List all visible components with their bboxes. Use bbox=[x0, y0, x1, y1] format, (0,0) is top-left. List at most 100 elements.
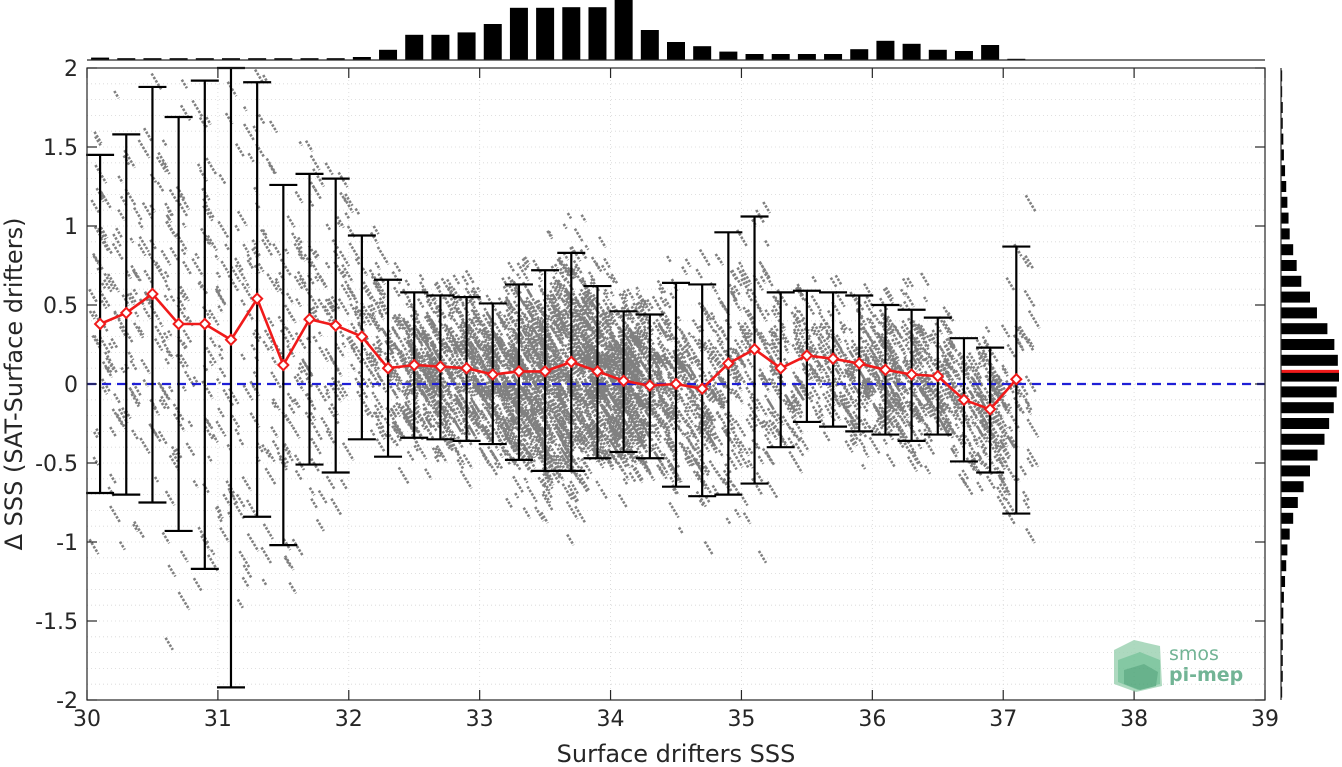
top-histogram bbox=[91, 0, 1026, 61]
mean-marker bbox=[564, 355, 578, 369]
top-histogram-bar bbox=[667, 42, 685, 60]
right-histogram-bar bbox=[1281, 307, 1317, 319]
top-histogram-bar bbox=[719, 51, 738, 60]
right-histogram-bar bbox=[1281, 275, 1302, 287]
right-histogram-bar bbox=[1281, 670, 1283, 682]
y-tick-label: 0 bbox=[64, 373, 78, 398]
right-histogram-bar bbox=[1281, 623, 1284, 635]
top-histogram-bar bbox=[902, 43, 921, 60]
y-axis-title: Δ SSS (SAT-Surface drifters) bbox=[0, 218, 28, 551]
top-histogram-bar bbox=[850, 49, 869, 60]
right-histogram-bar bbox=[1281, 544, 1288, 556]
y-tick-label: -2 bbox=[56, 689, 78, 714]
top-histogram-bar bbox=[117, 58, 136, 60]
mean-marker bbox=[198, 317, 212, 331]
mean-marker bbox=[879, 363, 892, 377]
top-histogram-bar bbox=[379, 49, 398, 60]
mean-marker bbox=[93, 317, 107, 331]
y-tick-label: 1 bbox=[64, 215, 78, 240]
top-histogram-bar bbox=[169, 58, 188, 60]
x-tick-label: 34 bbox=[597, 707, 625, 732]
right-histogram-bar bbox=[1281, 339, 1335, 350]
mean-marker bbox=[172, 317, 186, 331]
y-tick-label: 0.5 bbox=[43, 294, 78, 319]
top-histogram-bar bbox=[536, 7, 555, 61]
right-histogram-bar bbox=[1281, 655, 1283, 666]
mean-marker bbox=[250, 292, 264, 306]
x-tick-label: 35 bbox=[727, 707, 755, 732]
top-histogram-bar bbox=[326, 58, 345, 60]
top-histogram-bar bbox=[562, 7, 581, 60]
mean-marker bbox=[617, 374, 631, 388]
mean-marker bbox=[983, 402, 997, 416]
y-tick-label: 1.5 bbox=[43, 136, 78, 161]
mean-marker bbox=[774, 361, 788, 375]
top-histogram-bar bbox=[274, 58, 293, 60]
mean-marker bbox=[407, 358, 421, 372]
mean-marker bbox=[486, 368, 500, 381]
mean-marker bbox=[460, 361, 473, 375]
mean-marker bbox=[381, 361, 395, 375]
top-histogram-bar bbox=[300, 58, 319, 60]
right-histogram-bar bbox=[1281, 323, 1328, 335]
mean-marker bbox=[276, 358, 290, 372]
top-histogram-bar bbox=[143, 58, 162, 60]
right-histogram-bar bbox=[1281, 418, 1330, 429]
right-histogram-bar bbox=[1281, 354, 1338, 366]
mean-marker bbox=[119, 306, 133, 320]
right-histogram-bar bbox=[1281, 591, 1284, 603]
right-histogram-bar bbox=[1281, 102, 1283, 113]
top-histogram-bar bbox=[91, 57, 110, 60]
top-histogram-bar bbox=[981, 45, 1000, 60]
top-histogram-bar bbox=[640, 30, 659, 60]
x-tick-label: 38 bbox=[1120, 707, 1148, 732]
mean-marker bbox=[669, 377, 683, 391]
right-histogram-bar bbox=[1281, 512, 1294, 524]
mean-marker bbox=[433, 360, 447, 374]
top-histogram-bar bbox=[745, 54, 764, 60]
top-histogram-bar bbox=[771, 54, 790, 60]
right-histogram-bar bbox=[1281, 133, 1284, 145]
x-tick-label: 36 bbox=[858, 707, 886, 732]
right-histogram-bar bbox=[1281, 181, 1287, 192]
mean-marker bbox=[643, 379, 657, 392]
x-tick-label: 32 bbox=[335, 707, 363, 732]
mean-marker bbox=[512, 364, 526, 378]
top-histogram-bar bbox=[221, 58, 240, 60]
x-axis-title: Surface drifters SSS bbox=[557, 740, 796, 767]
smos-pi-mep-logo: smos pi-mep bbox=[1114, 640, 1243, 692]
right-histogram-bar bbox=[1281, 560, 1287, 572]
mean-marker bbox=[748, 342, 761, 356]
scatter-cloud bbox=[88, 68, 1041, 651]
mean-marker bbox=[800, 349, 814, 362]
mean-marker bbox=[591, 364, 604, 378]
ticks: 30 31 32 33 34 35 36 37 38 39 2 1.5 1 0.5 0 -0.5 -1 -1.5 -… bbox=[35, 57, 1279, 732]
mean-marker bbox=[826, 352, 840, 366]
x-tick-label: 33 bbox=[466, 707, 494, 732]
right-histogram-bar bbox=[1281, 244, 1294, 256]
mean-marker bbox=[695, 382, 709, 396]
mean-marker bbox=[355, 330, 369, 344]
x-tick-label: 37 bbox=[989, 707, 1017, 732]
right-histogram-bar bbox=[1281, 386, 1337, 398]
mean-marker bbox=[1009, 372, 1023, 386]
right-histogram-bar bbox=[1281, 212, 1289, 224]
right-histogram-bar bbox=[1281, 228, 1290, 240]
mean-line bbox=[93, 287, 1023, 416]
right-histogram-bar bbox=[1281, 639, 1283, 651]
mean-marker bbox=[303, 312, 316, 326]
mean-marker bbox=[852, 357, 866, 370]
top-histogram-bar bbox=[195, 58, 214, 60]
right-histogram-bar bbox=[1281, 117, 1283, 129]
y-tick-label: -1.5 bbox=[35, 610, 78, 635]
mean-marker bbox=[146, 287, 159, 301]
right-histogram-bar bbox=[1281, 449, 1318, 461]
right-histogram-bar bbox=[1281, 528, 1290, 540]
right-histogram-bar bbox=[1281, 260, 1297, 271]
y-tick-label: 2 bbox=[64, 57, 78, 82]
mean-marker bbox=[905, 368, 919, 381]
mean-marker bbox=[721, 357, 735, 370]
mean-marker bbox=[224, 333, 238, 347]
top-histogram-bar bbox=[876, 40, 895, 60]
